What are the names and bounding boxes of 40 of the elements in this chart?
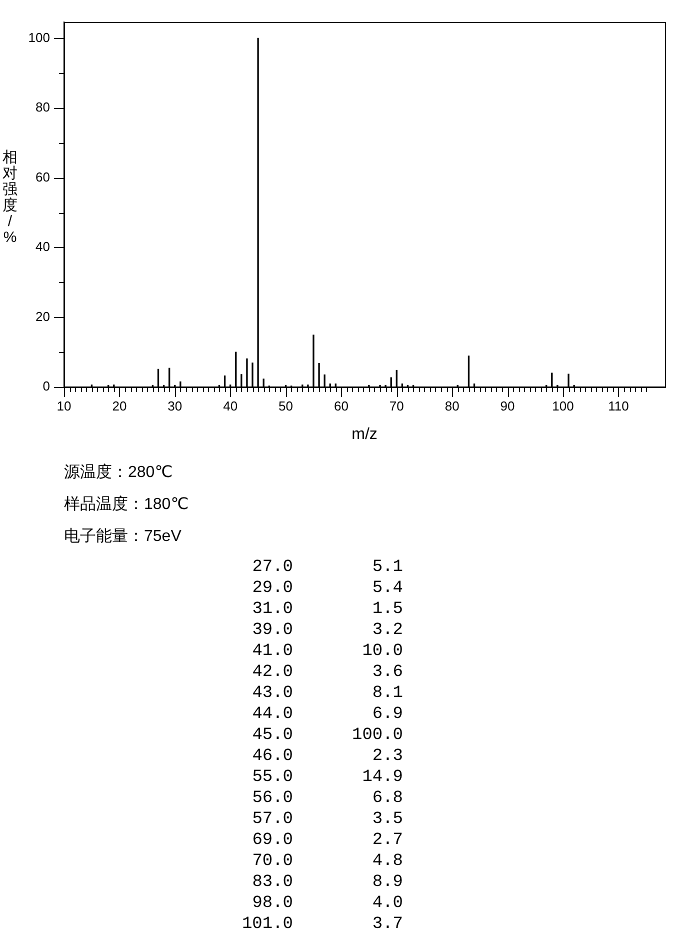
text: 39.0 3.2 (252, 620, 403, 641)
text: 69.0 2.7 (252, 830, 403, 851)
x-tick-label: 70 (389, 398, 404, 414)
x-tick-label: 90 (500, 398, 515, 414)
y-axis-title: 相对强度/% (2, 149, 18, 246)
text: 83.0 8.9 (252, 872, 403, 893)
x-tick-label: 100 (552, 398, 574, 414)
text: 45.0 100.0 (252, 725, 403, 746)
text: 41.0 10.0 (252, 641, 403, 662)
x-tick-label: 20 (112, 398, 127, 414)
y-tick-label: 0 (42, 378, 50, 394)
text: 56.0 6.8 (252, 788, 403, 809)
text: 55.0 14.9 (252, 767, 403, 788)
text: 101.0 3.7 (242, 914, 403, 935)
x-tick-label: 40 (223, 398, 238, 414)
text: 57.0 3.5 (252, 809, 403, 830)
text: 31.0 1.5 (252, 599, 403, 620)
text: 27.0 5.1 (252, 557, 403, 578)
x-tick-label: 30 (168, 398, 182, 414)
y-tick-label: 100 (28, 30, 50, 45)
text: 43.0 8.1 (252, 683, 403, 704)
x-tick-label: 60 (334, 398, 348, 414)
text: 电子能量：75eV (64, 526, 182, 547)
y-tick-label: 60 (36, 169, 50, 184)
text: 42.0 3.6 (252, 662, 403, 683)
text: 源温度：280℃ (64, 462, 173, 483)
y-tick-label: 80 (36, 100, 50, 115)
text: 29.0 5.4 (252, 578, 403, 599)
x-tick-label: 80 (444, 398, 460, 414)
text: 样品温度：180℃ (64, 494, 189, 515)
text: 46.0 2.3 (252, 746, 403, 767)
text: 70.0 4.8 (252, 851, 403, 872)
x-axis-title: m/z (352, 426, 378, 443)
x-tick-label: 110 (608, 398, 629, 414)
text: 44.0 6.9 (252, 704, 403, 725)
x-tick-label: 50 (278, 398, 294, 414)
text: 98.0 4.0 (252, 893, 403, 914)
y-tick-label: 20 (36, 308, 50, 324)
y-tick-label: 40 (36, 239, 50, 254)
x-tick-label: 10 (56, 398, 72, 414)
